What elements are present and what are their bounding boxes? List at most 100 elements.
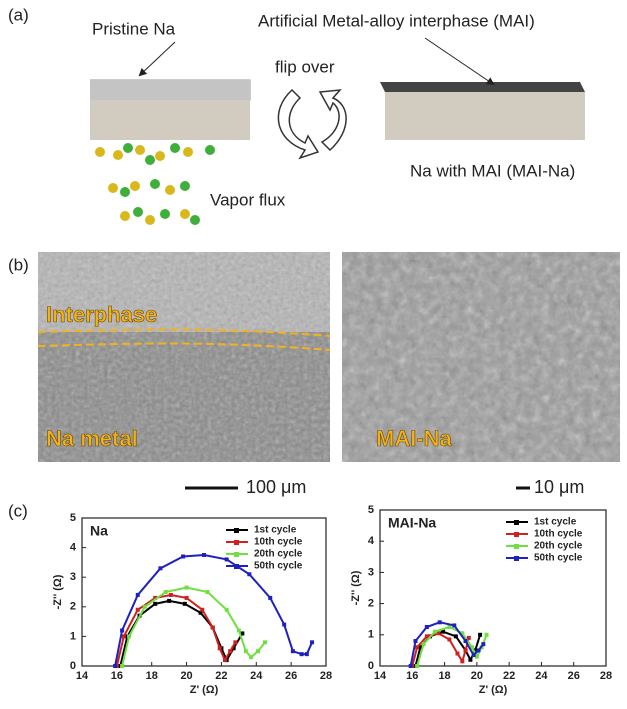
legend-label: 50th cycle <box>254 561 303 572</box>
data-point <box>243 649 248 654</box>
y-tick-label: 5 <box>70 512 76 524</box>
x-axis-label: Z' (Ω) <box>190 684 219 696</box>
data-point <box>153 601 158 606</box>
data-point <box>113 664 118 668</box>
data-point <box>228 649 233 654</box>
legend-swatch <box>514 520 519 525</box>
panel-label: (a) <box>8 5 29 24</box>
x-tick-label: 18 <box>146 670 158 682</box>
data-point <box>233 640 238 645</box>
x-tick-label: 22 <box>503 670 515 682</box>
data-point <box>120 664 125 668</box>
panel-label: (c) <box>8 501 28 520</box>
data-point <box>182 601 187 606</box>
data-point <box>484 632 489 637</box>
data-point <box>466 635 471 640</box>
sem-image-mai: MAI-Na <box>342 252 620 462</box>
data-point <box>263 640 267 645</box>
data-point <box>437 620 442 625</box>
plot-frame <box>379 509 607 667</box>
data-point <box>200 607 205 612</box>
legend-label: 10th cycle <box>534 529 583 540</box>
data-line <box>409 621 485 667</box>
data-point <box>217 646 222 651</box>
label-interphase: Interphase <box>46 302 157 327</box>
data-point <box>120 628 125 633</box>
data-point <box>181 554 186 559</box>
x-tick-label: 16 <box>111 670 123 682</box>
x-tick-label: 16 <box>406 670 418 682</box>
data-point <box>153 595 158 600</box>
data-point <box>415 664 420 668</box>
data-point <box>478 632 483 637</box>
data-point <box>452 623 457 628</box>
data-point <box>158 566 163 571</box>
data-point <box>473 648 478 653</box>
legend-label: 1st cycle <box>534 517 577 528</box>
legend-label: 50th cycle <box>534 553 583 564</box>
x-tick-label: 18 <box>438 670 450 682</box>
legend-swatch <box>514 556 519 561</box>
arrow <box>138 41 176 77</box>
chart-title: MAI-Na <box>388 515 436 531</box>
label-mai-na: MAI-Na <box>376 426 453 451</box>
data-point <box>222 658 227 663</box>
data-point <box>256 649 261 654</box>
legend-swatch <box>234 564 239 569</box>
legend-swatch <box>514 532 519 537</box>
x-tick-label: 28 <box>320 670 332 682</box>
scale-label: 10 μm <box>534 477 584 497</box>
legend-swatch <box>514 544 519 549</box>
label-na-metal: Na metal <box>46 426 138 451</box>
y-tick-label: 1 <box>70 630 76 642</box>
data-point <box>135 607 140 612</box>
scale-label: 100 μm <box>246 477 306 497</box>
x-tick-label: 26 <box>285 670 297 682</box>
plot-frame <box>81 517 327 667</box>
y-tick-label: 1 <box>368 629 374 641</box>
data-point <box>436 631 441 636</box>
data-line <box>121 586 266 667</box>
arrow <box>424 37 495 86</box>
legend-label: 20th cycle <box>254 549 303 560</box>
label-result: Na with MAI (MAI-Na) <box>410 161 575 180</box>
label-pristine: Pristine Na <box>92 19 176 38</box>
sem-image-na: Interphase Na metal <box>37 252 331 462</box>
data-point <box>127 634 132 639</box>
data-point <box>290 649 295 654</box>
data-point <box>447 625 452 629</box>
data-point <box>304 652 309 657</box>
data-point <box>205 590 210 594</box>
label-mai: Artificial Metal-alloy interphase (MAI) <box>258 11 535 30</box>
x-tick-label: 14 <box>374 670 387 682</box>
data-point <box>135 592 140 597</box>
data-point <box>474 654 479 659</box>
data-point <box>142 604 147 609</box>
data-point <box>424 625 429 629</box>
x-tick-label: 24 <box>535 670 548 682</box>
chart-title: Na <box>90 523 108 539</box>
data-point <box>184 595 189 600</box>
data-point <box>453 634 458 639</box>
x-tick-label: 22 <box>215 670 227 682</box>
data-point <box>198 610 203 615</box>
data-point <box>481 642 486 647</box>
x-tick-label: 26 <box>568 670 580 682</box>
data-point <box>224 557 229 562</box>
panel-label: (b) <box>8 255 29 274</box>
data-point <box>249 655 254 660</box>
x-tick-label: 24 <box>250 670 263 682</box>
data-point <box>310 640 315 645</box>
data-point <box>463 648 468 653</box>
label-flip: flip over <box>275 57 335 76</box>
data-point <box>299 652 304 657</box>
y-tick-label: 3 <box>368 566 374 578</box>
legend-swatch <box>234 552 239 557</box>
data-point <box>210 625 215 630</box>
data-point <box>202 553 206 557</box>
y-tick-label: 3 <box>70 571 76 583</box>
y-axis-label: -Z'' (Ω) <box>350 570 362 605</box>
legend-label: 10th cycle <box>254 537 303 548</box>
data-point <box>447 637 452 642</box>
y-axis-label: -Z'' (Ω) <box>52 574 64 609</box>
